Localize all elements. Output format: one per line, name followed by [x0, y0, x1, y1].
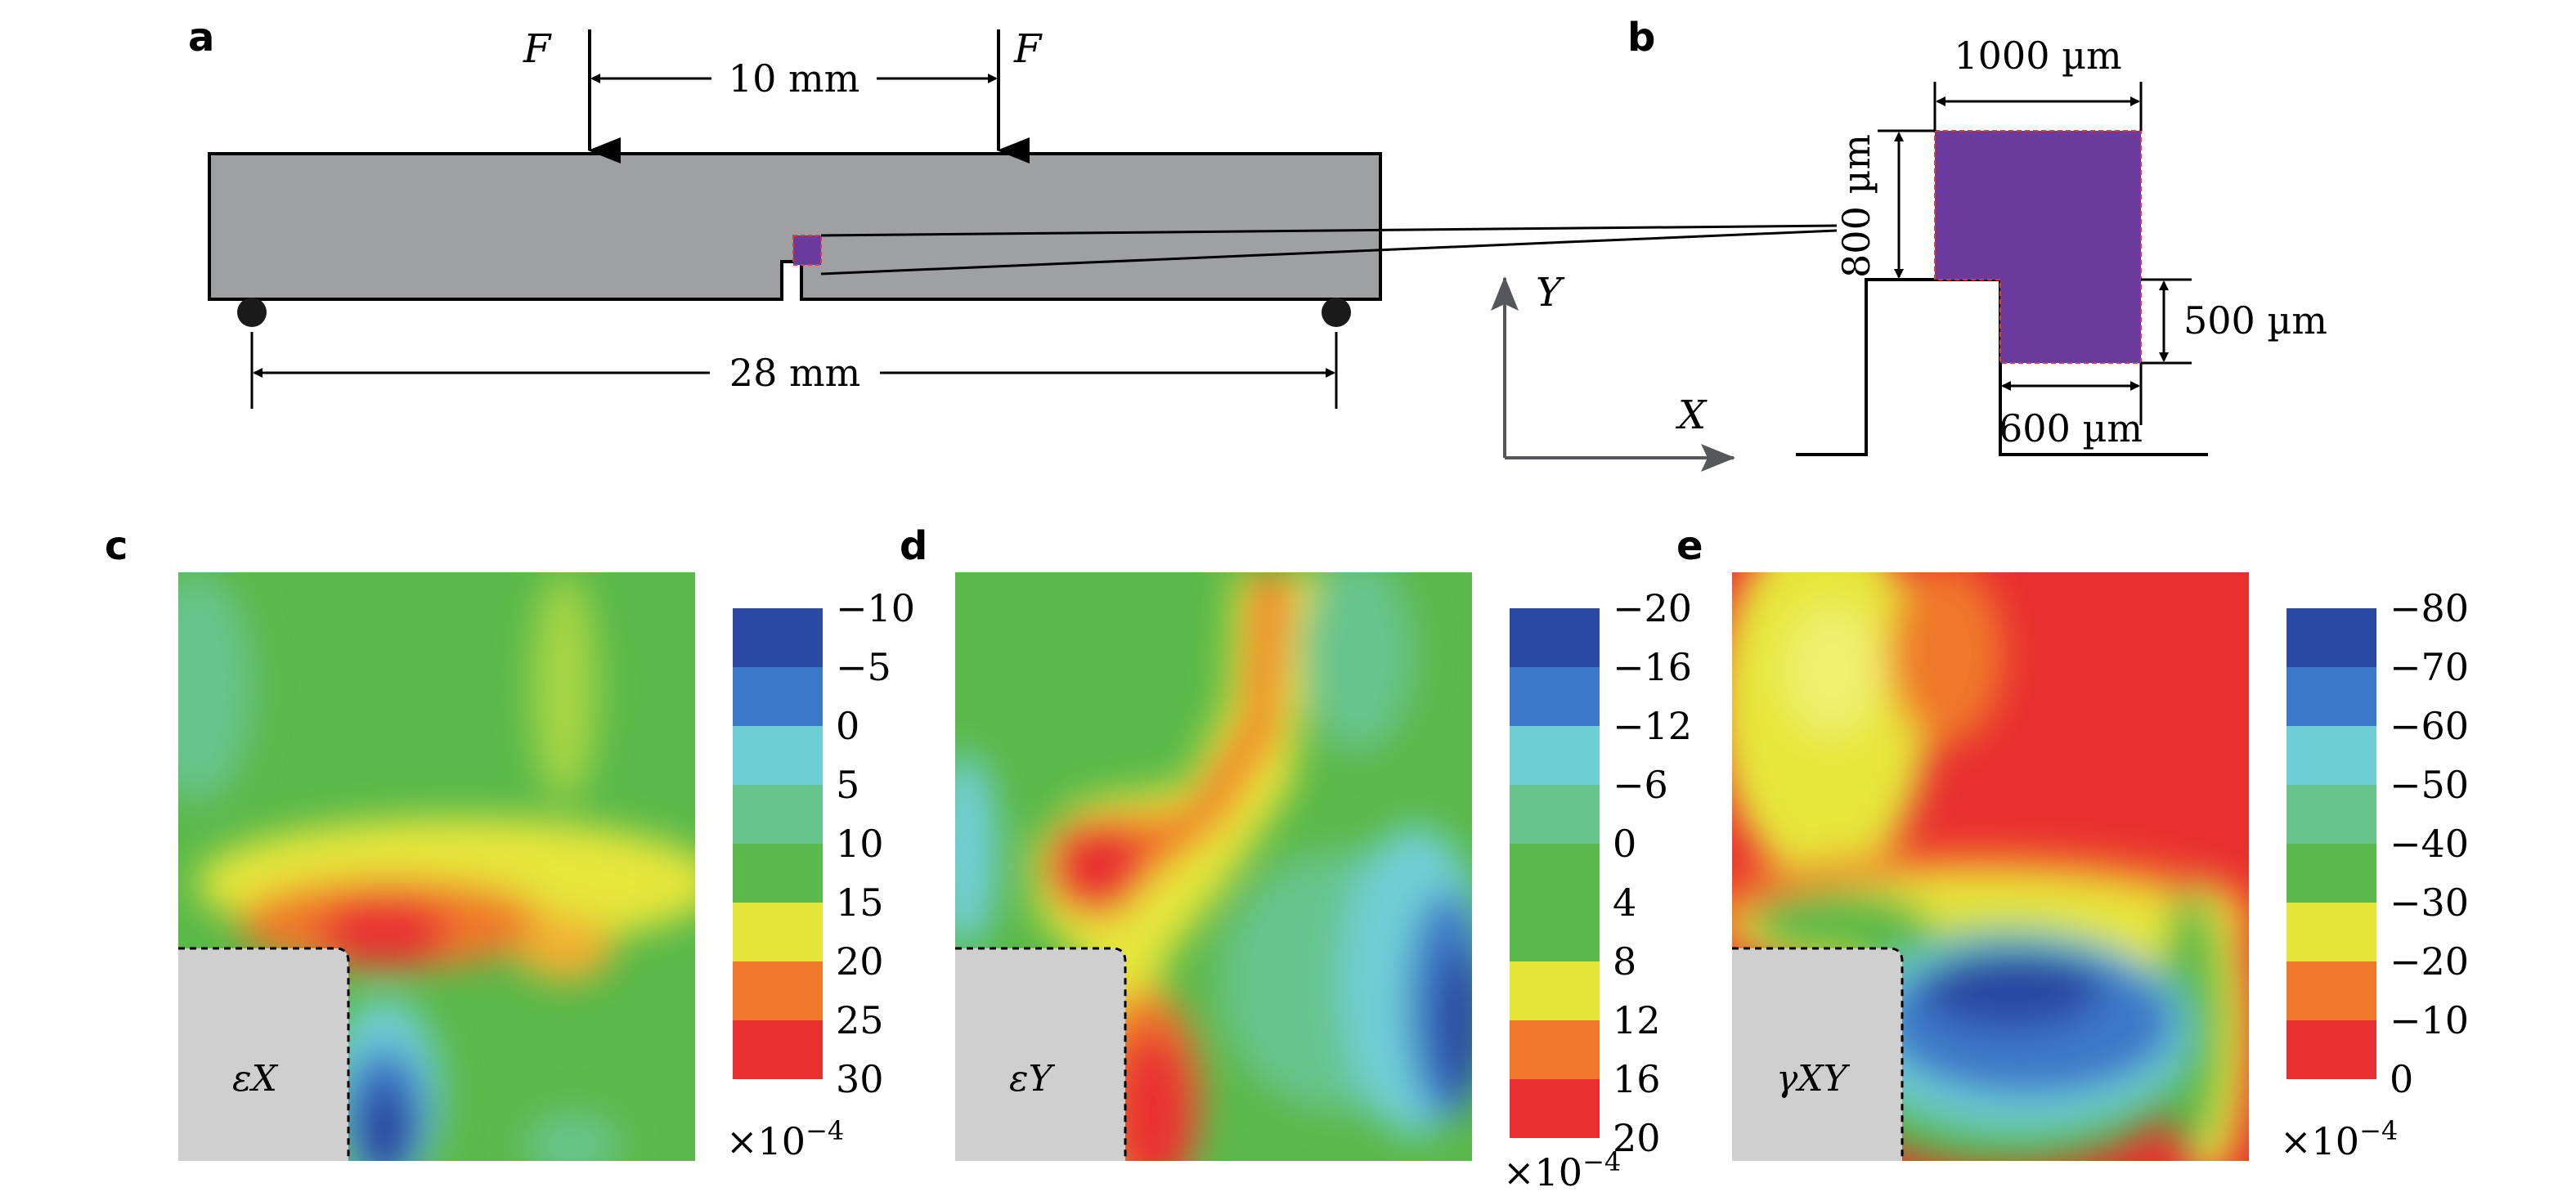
colorbar-e-tick: −50: [2390, 763, 2469, 807]
colorbar-e-tick: −20: [2390, 939, 2469, 984]
panel-e: e γXY: [1676, 523, 2469, 1163]
colorbar-d-tick: −16: [1613, 645, 1692, 689]
map-label-ex: εX: [232, 1058, 279, 1100]
colorbar-d-tick: 8: [1613, 939, 1636, 984]
colorbar-c-tick: 25: [836, 998, 884, 1042]
panel-label-b: b: [1627, 15, 1655, 60]
force-label-right: F: [1013, 26, 1043, 72]
colorbar-d-tick: 20: [1613, 1116, 1661, 1160]
force-label-left: F: [523, 26, 552, 72]
panel-b: b 1000 µm 800 µm 500 µm 600 µm Y X: [1491, 15, 2327, 472]
colorbar-e-tick: −30: [2390, 881, 2469, 925]
panel-label-c: c: [105, 523, 128, 569]
colorbar-c-tick: 20: [836, 939, 884, 984]
panel-a: a F F 10 mm 28 mm: [188, 15, 1838, 409]
notch-outline: [1796, 278, 2208, 456]
panel-c: c εX: [105, 523, 915, 1163]
colorbar-d-tick: −6: [1613, 763, 1668, 807]
panel-label-d: d: [900, 523, 927, 569]
colorbar-c-tick: −10: [836, 586, 915, 630]
colorbar-e-tick: −70: [2390, 645, 2469, 689]
colorbar-c-tick: −5: [836, 645, 891, 689]
leader-line-bottom: [820, 229, 1838, 276]
colorbar-e-tick: −10: [2390, 998, 2469, 1042]
colorbar-d-scale: ×10−4: [1503, 1146, 1621, 1194]
axis-x-label: X: [1675, 392, 1708, 438]
axis-y-label: Y: [1536, 270, 1565, 316]
colorbar-c-tick: 5: [836, 763, 859, 807]
colorbar-c-tick: 15: [836, 881, 884, 925]
colorbar-d-tick: 16: [1613, 1057, 1661, 1101]
colorbar-e-tick: 0: [2390, 1057, 2413, 1101]
roi-region: [1934, 130, 2142, 364]
notch-width-label: 600 µm: [1999, 406, 2143, 450]
map-label-ey: εY: [1009, 1058, 1056, 1100]
colorbar-c-scale: ×10−4: [726, 1115, 844, 1163]
panel-d: d εY: [900, 523, 1692, 1194]
roi-box: [792, 235, 822, 266]
width-label: 1000 µm: [1954, 34, 2121, 78]
strain-map-gxy: [1732, 572, 2249, 1161]
colorbar-d-tick: 4: [1613, 881, 1636, 925]
colorbar-e-scale: ×10−4: [2280, 1115, 2398, 1163]
colorbar-d-tick: 0: [1613, 822, 1636, 866]
strain-map-ex: [178, 572, 695, 1161]
colorbar-e-tick: −60: [2390, 704, 2469, 748]
panel-label-a: a: [188, 15, 214, 60]
colorbar-e: −80 −70 −60 −50 −40 −30 −20 −10 0 ×10−4: [2280, 586, 2469, 1163]
colorbar-e-tick: −80: [2390, 586, 2469, 630]
support-span-label: 28 mm: [729, 351, 860, 395]
load-span-label: 10 mm: [729, 56, 859, 101]
colorbar-d-tick: −20: [1613, 586, 1692, 630]
colorbar-d-tick: 12: [1613, 998, 1661, 1042]
colorbar-e-tick: −40: [2390, 822, 2469, 866]
colorbar-d-tick: −12: [1613, 704, 1692, 748]
support-right: [1322, 298, 1351, 327]
colorbar-d: −20 −16 −12 −6 0 4 8 12 16 20 ×10−4: [1503, 586, 1692, 1194]
colorbar-c-tick: 0: [836, 704, 859, 748]
map-label-gxy: γXY: [1776, 1058, 1851, 1100]
leader-line-top: [820, 224, 1838, 237]
height-label: 800 µm: [1834, 134, 1878, 278]
colorbar-c-tick: 10: [836, 822, 884, 866]
colorbar-c: −10 −5 0 5 10 15 20 25 30 ×10−4: [726, 586, 915, 1163]
colorbar-c-tick: 30: [836, 1057, 884, 1101]
strain-map-ey: [955, 572, 1472, 1161]
panel-label-e: e: [1676, 523, 1703, 569]
support-left: [237, 298, 267, 327]
notch-height-label: 500 µm: [2183, 298, 2327, 343]
beam: [208, 152, 1382, 301]
